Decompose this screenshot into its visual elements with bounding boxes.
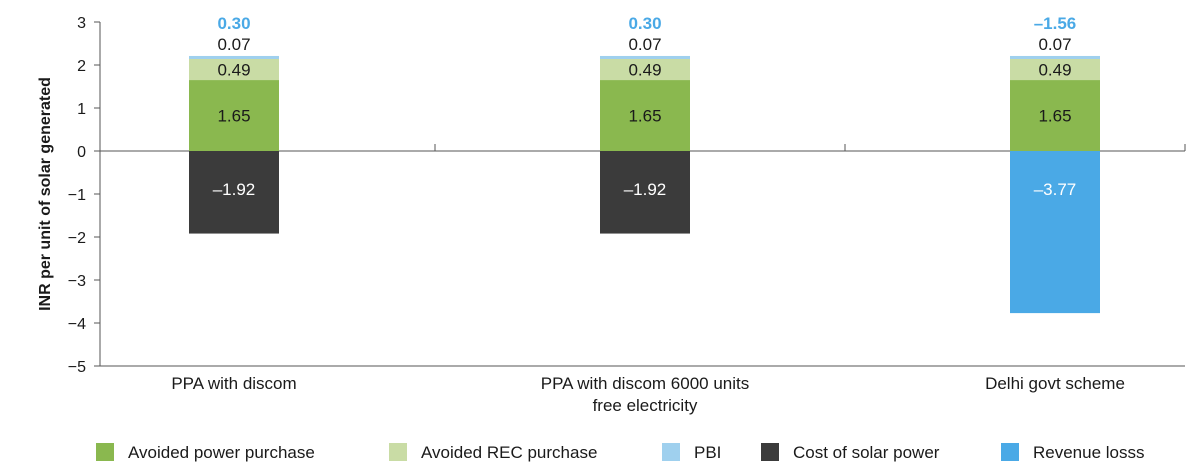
data-label: 0.49: [1038, 61, 1071, 80]
bar-segment: [600, 151, 690, 234]
legend-swatch: [662, 443, 680, 461]
bar-segments: [189, 55, 1100, 314]
bar-segment: [1010, 151, 1100, 314]
data-label: –1.92: [624, 180, 667, 199]
y-tick-label: −2: [68, 230, 86, 247]
legend-swatch: [761, 443, 779, 461]
legend-swatch: [1001, 443, 1019, 461]
data-label: –1.92: [213, 180, 256, 199]
total-label: 0.30: [217, 14, 250, 33]
bar-segment: [1010, 58, 1100, 81]
bar-segment: [600, 80, 690, 151]
category-label: PPA with discom: [171, 374, 296, 393]
bar-segment: [189, 151, 279, 234]
legend-label: Avoided REC purchase: [421, 443, 597, 462]
bar-segment: [189, 55, 279, 59]
segment-labels: 1.65 0.49 0.07 –1.92 1.65 0.49 0.07 –1.92 1.65 0.…: [213, 35, 1077, 199]
data-label: 0.07: [628, 35, 661, 54]
legend-label: Cost of solar power: [793, 443, 940, 462]
bar-segment: [1010, 80, 1100, 151]
legend-label: PBI: [694, 443, 721, 462]
bar-segment: [189, 80, 279, 151]
y-tick-label: 1: [77, 101, 86, 118]
y-axis-title: INR per unit of solar generated: [37, 77, 54, 311]
legend-label: Avoided power purchase: [128, 443, 315, 462]
data-label: 1.65: [217, 107, 250, 126]
bar-segment: [600, 58, 690, 81]
bar-segment: [189, 58, 279, 81]
y-tick-label: 3: [77, 15, 86, 32]
y-tick-label: −4: [68, 316, 86, 333]
legend-swatch: [96, 443, 114, 461]
total-label: 0.30: [628, 14, 661, 33]
data-label: –3.77: [1034, 180, 1077, 199]
y-tick-label: 2: [77, 58, 86, 75]
y-axis: 3 2 1 0 −1 −2 −3 −4 −5: [68, 15, 101, 376]
category-label: Delhi govt scheme: [985, 374, 1125, 393]
data-label: 0.49: [628, 61, 661, 80]
legend-label: Revenue losss: [1033, 443, 1145, 462]
category-label: PPA with discom 6000 units: [541, 374, 750, 393]
total-label: –1.56: [1034, 14, 1077, 33]
y-tick-label: −5: [68, 359, 86, 376]
data-label: 0.07: [217, 35, 250, 54]
y-tick-label: −1: [68, 187, 86, 204]
y-tick-label: 0: [77, 144, 86, 161]
legend: Avoided power purchase Avoided REC purcha…: [96, 443, 1145, 462]
category-labels: PPA with discom PPA with discom 6000 unit…: [171, 374, 1125, 415]
data-label: 0.49: [217, 61, 250, 80]
bar-segment: [1010, 55, 1100, 59]
data-label: 1.65: [1038, 107, 1071, 126]
legend-swatch: [389, 443, 407, 461]
data-label: 1.65: [628, 107, 661, 126]
bar-segment: [600, 55, 690, 59]
y-tick-label: −3: [68, 273, 86, 290]
total-labels: 0.30 0.30 –1.56: [217, 14, 1076, 33]
data-label: 0.07: [1038, 35, 1071, 54]
category-label: free electricity: [593, 396, 698, 415]
